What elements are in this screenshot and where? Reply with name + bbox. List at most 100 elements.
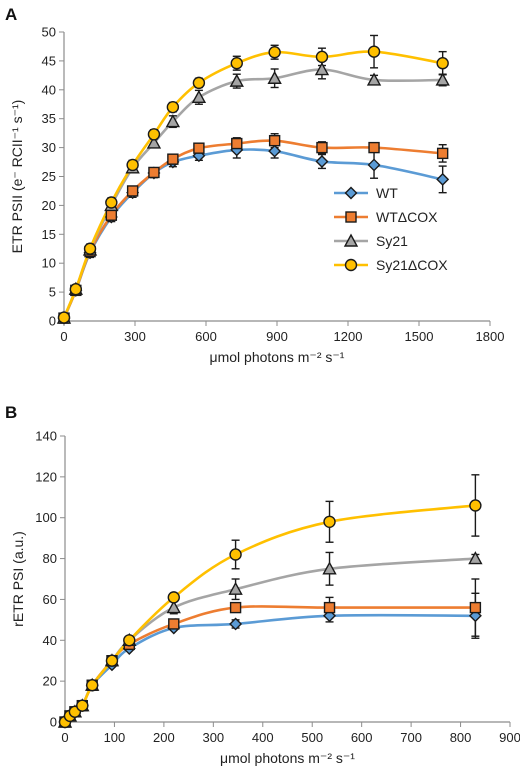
data-point-sy21-cox [83, 242, 97, 255]
x-tick-label: 1500 [405, 329, 434, 344]
data-point-wt-cox [167, 153, 179, 165]
data-point-wt [367, 158, 381, 172]
data-point-wt [229, 617, 243, 631]
data-point-sy21-cox [166, 100, 180, 114]
y-tick-label: 35 [42, 111, 56, 126]
data-point-wt [436, 172, 450, 186]
x-tick-label: 500 [301, 730, 323, 745]
data-point-sy21-cox [192, 76, 206, 90]
data-point-sy21-cox [105, 196, 118, 209]
data-point-sy21 [166, 600, 181, 614]
y-tick-label: 30 [42, 140, 56, 155]
legend-diamond-icon [344, 186, 358, 200]
y-tick-label: 20 [43, 674, 57, 689]
data-point-wt-cox [469, 601, 482, 614]
y-tick-label: 140 [35, 429, 57, 444]
data-point-sy21-cox [229, 548, 242, 561]
series-line-sy21-cox [63, 504, 476, 723]
x-axis-label: μmol photons m⁻² s⁻¹ [210, 349, 345, 365]
data-point-sy21-cox [69, 283, 83, 296]
y-tick-label: 100 [35, 510, 57, 525]
x-tick-label: 600 [195, 329, 217, 344]
x-tick-label: 0 [61, 730, 68, 745]
y-tick-label: 80 [43, 551, 57, 566]
legend: WT WTΔCOX Sy21 Sy21ΔCOX [334, 185, 448, 273]
data-point-sy21 [229, 73, 244, 87]
panel-label-a: A [5, 5, 17, 24]
legend-label-sy21-cox: Sy21ΔCOX [376, 257, 448, 273]
x-tick-label: 300 [124, 329, 146, 344]
x-tick-label: 100 [104, 730, 126, 745]
y-tick-label: 0 [50, 715, 57, 730]
data-point-wt-cox [105, 209, 118, 221]
x-tick-label: 400 [252, 730, 274, 745]
data-point-wt [315, 154, 329, 168]
data-point-sy21 [366, 72, 382, 86]
data-point-wt-cox [229, 601, 242, 614]
y-tick-label: 45 [42, 53, 56, 68]
chart-a: 0 5 10 15 20 25 30 35 40 45 50 0 300 600 900 1200 1500 18… [9, 25, 504, 366]
data-point-sy21 [468, 551, 483, 565]
data-point-sy21-cox [268, 46, 281, 59]
data-point-sy21-cox [323, 515, 336, 528]
x-tick-label: 1200 [334, 329, 363, 344]
data-point-sy21-cox [123, 634, 136, 647]
data-point-wt-cox [126, 185, 139, 197]
data-point-sy21-cox [76, 699, 89, 712]
data-point-sy21-cox [436, 57, 449, 70]
x-axis-label: μmol photons m⁻² s⁻¹ [220, 750, 355, 766]
data-point-sy21-cox [126, 158, 139, 172]
y-axis-label: ETR PSII (e⁻ RCII⁻¹ s⁻¹) [9, 100, 25, 254]
x-tick-label: 0 [60, 329, 67, 344]
y-tick-label: 15 [42, 227, 56, 242]
y-tick-label: 10 [42, 256, 56, 271]
y-tick-label: 120 [35, 469, 57, 484]
data-point-sy21 [228, 581, 243, 595]
data-point-sy21 [191, 89, 207, 104]
legend-label-wt-cox: WTΔCOX [376, 209, 438, 225]
x-tick-label: 800 [450, 730, 472, 745]
y-axis-label: rETR PSI (a.u.) [10, 531, 26, 627]
y-tick-label: 5 [49, 285, 56, 300]
legend-label-sy21: Sy21 [376, 233, 408, 249]
x-tick-label: 900 [499, 730, 520, 745]
x-tick-label: 700 [400, 730, 422, 745]
data-point-wt-cox [231, 137, 243, 150]
y-tick-label: 0 [49, 314, 56, 329]
data-point-sy21 [165, 114, 181, 128]
data-point-wt [268, 144, 282, 158]
data-point-wt-cox [168, 618, 180, 630]
data-point-sy21 [314, 62, 330, 76]
data-point-sy21 [267, 70, 282, 84]
data-point-sy21-cox [315, 50, 329, 64]
data-point-sy21-cox [57, 311, 71, 324]
data-point-sy21-cox [167, 591, 180, 604]
data-point-sy21-cox [230, 57, 243, 70]
chart-b: 0 20 40 60 80 100 120 140 0 100 200 300 400 500 600 700… [10, 429, 520, 767]
y-tick-label: 25 [42, 169, 56, 184]
data-point-sy21 [146, 135, 162, 149]
data-point-wt-cox [323, 601, 336, 614]
data-point-sy21-cox [469, 499, 482, 512]
data-point-sy21-cox [85, 679, 99, 692]
data-point-wt-cox [316, 141, 328, 154]
data-point-wt-cox [436, 147, 449, 160]
y-tick-label: 60 [43, 592, 57, 607]
data-point-sy21-cox [147, 128, 161, 141]
data-point-sy21 [435, 72, 450, 86]
data-point-wt-cox [193, 142, 205, 154]
x-tick-label: 1800 [476, 329, 505, 344]
series-line-wt-cox [63, 605, 476, 723]
panel-label-b: B [5, 403, 17, 422]
x-tick-label: 300 [202, 730, 224, 745]
data-point-wt-cox [268, 134, 281, 147]
data-point-sy21-cox [105, 654, 119, 667]
data-point-sy21 [322, 561, 337, 575]
x-tick-label: 900 [266, 329, 288, 344]
legend-label-wt: WT [376, 185, 398, 201]
legend-triangle-icon [343, 233, 359, 247]
y-tick-label: 50 [42, 25, 56, 40]
data-point-wt-cox [148, 166, 160, 179]
y-tick-label: 40 [43, 633, 57, 648]
